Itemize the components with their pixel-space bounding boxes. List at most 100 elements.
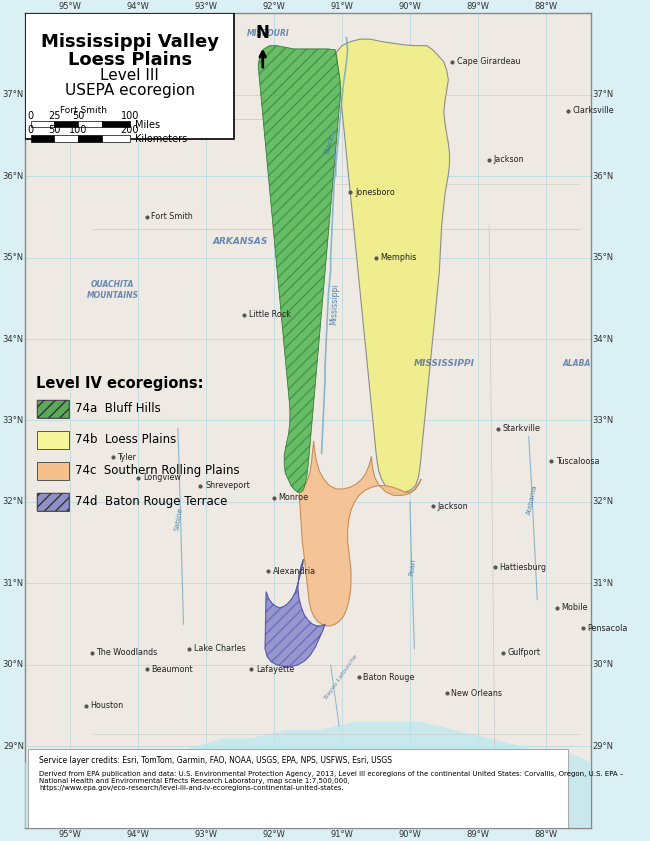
- Polygon shape: [336, 40, 450, 494]
- Text: Gulfport: Gulfport: [508, 648, 541, 657]
- Text: 88°W: 88°W: [534, 3, 557, 12]
- Bar: [31, 120, 55, 127]
- Text: 32°N: 32°N: [592, 498, 613, 506]
- Bar: [38, 462, 69, 480]
- Polygon shape: [299, 441, 421, 626]
- Text: Kilometers: Kilometers: [135, 135, 188, 145]
- Text: Jackson: Jackson: [437, 501, 468, 510]
- Text: 0: 0: [28, 125, 34, 135]
- Text: 74c  Southern Rolling Plains: 74c Southern Rolling Plains: [75, 463, 239, 477]
- Text: 74b  Loess Plains: 74b Loess Plains: [75, 433, 176, 446]
- Text: 31°N: 31°N: [592, 579, 613, 588]
- Text: 50: 50: [72, 111, 84, 120]
- Text: 90°W: 90°W: [398, 829, 421, 838]
- Bar: [102, 135, 130, 142]
- Text: 200: 200: [120, 125, 139, 135]
- Text: Cape Girardeau: Cape Girardeau: [457, 57, 521, 66]
- Text: 25: 25: [48, 111, 60, 120]
- Text: ARKANSAS: ARKANSAS: [213, 236, 268, 246]
- Text: Mississippi: Mississippi: [329, 283, 339, 325]
- Text: Memphis: Memphis: [380, 253, 417, 262]
- Text: 100: 100: [69, 125, 87, 135]
- Text: The Woodlands: The Woodlands: [96, 648, 157, 657]
- Text: USEPA ecoregion: USEPA ecoregion: [65, 83, 195, 98]
- Text: Little Rock: Little Rock: [248, 310, 291, 319]
- Text: 89°W: 89°W: [466, 829, 489, 838]
- Text: OUACHITA
MOUNTAINS: OUACHITA MOUNTAINS: [86, 280, 138, 300]
- Text: 36°N: 36°N: [3, 172, 24, 181]
- Text: 91°W: 91°W: [331, 3, 354, 12]
- Text: 90°W: 90°W: [398, 3, 421, 12]
- Bar: [38, 431, 69, 449]
- Text: 36°N: 36°N: [592, 172, 614, 181]
- Text: 50: 50: [48, 125, 60, 135]
- Text: Alexandria: Alexandria: [273, 567, 316, 576]
- Bar: [78, 135, 102, 142]
- Text: 33°N: 33°N: [3, 416, 24, 425]
- Text: Pearl: Pearl: [409, 558, 417, 576]
- Text: Jackson: Jackson: [493, 156, 525, 164]
- Polygon shape: [25, 722, 591, 828]
- Text: Sabine: Sabine: [174, 507, 184, 532]
- Text: 74d  Baton Rouge Terrace: 74d Baton Rouge Terrace: [75, 495, 228, 508]
- Bar: [31, 135, 55, 142]
- Polygon shape: [258, 45, 341, 492]
- Text: 34°N: 34°N: [3, 335, 24, 343]
- Text: 74a  Bluff Hills: 74a Bluff Hills: [75, 402, 161, 415]
- FancyBboxPatch shape: [25, 13, 235, 140]
- Text: Loess Plains: Loess Plains: [68, 50, 192, 69]
- Text: Houston: Houston: [91, 701, 124, 710]
- Text: Tuscaloosa: Tuscaloosa: [556, 457, 599, 466]
- Text: Baton Rouge: Baton Rouge: [363, 673, 415, 682]
- Text: Service layer credits: Esri, TomTom, Garmin, FAO, NOAA, USGS, EPA, NPS, USFWS, E: Service layer credits: Esri, TomTom, Gar…: [39, 756, 392, 765]
- Bar: [38, 400, 69, 418]
- Text: N: N: [256, 24, 270, 41]
- Text: 0: 0: [28, 111, 34, 120]
- Text: 95°W: 95°W: [59, 829, 82, 838]
- Text: Derived from EPA publication and data: U.S. Environmental Protection Agency, 201: Derived from EPA publication and data: U…: [39, 771, 623, 791]
- Text: Lafayette: Lafayette: [256, 664, 294, 674]
- Bar: [78, 120, 102, 127]
- Text: 34°N: 34°N: [592, 335, 613, 343]
- Text: 29°N: 29°N: [3, 742, 24, 751]
- Text: Level III: Level III: [100, 67, 159, 82]
- Text: 94°W: 94°W: [127, 3, 150, 12]
- Text: 30°N: 30°N: [592, 660, 613, 669]
- Text: Lake Charles: Lake Charles: [194, 644, 246, 653]
- Polygon shape: [265, 559, 325, 667]
- Text: Monroe: Monroe: [279, 494, 309, 502]
- Text: ALABA: ALABA: [563, 359, 591, 368]
- Text: 37°N: 37°N: [3, 90, 24, 99]
- Text: MISSOURI: MISSOURI: [247, 29, 290, 38]
- Bar: [38, 400, 69, 418]
- Text: 100: 100: [120, 111, 139, 120]
- Text: Black: Black: [323, 135, 335, 154]
- Text: Longview: Longview: [143, 473, 181, 482]
- Text: Mobile: Mobile: [562, 603, 588, 612]
- Text: 95°W: 95°W: [59, 3, 82, 12]
- Text: Starkville: Starkville: [502, 424, 540, 433]
- Text: 29°N: 29°N: [592, 742, 613, 751]
- Text: Tyler: Tyler: [117, 452, 136, 462]
- Text: Mississippi Valley: Mississippi Valley: [41, 34, 219, 51]
- Text: Pensacola: Pensacola: [587, 624, 627, 632]
- Text: 94°W: 94°W: [127, 829, 150, 838]
- Text: 92°W: 92°W: [263, 829, 285, 838]
- Text: 35°N: 35°N: [592, 253, 613, 262]
- Bar: [55, 120, 78, 127]
- Text: Level IV ecoregions:: Level IV ecoregions:: [36, 376, 204, 391]
- Text: 31°N: 31°N: [3, 579, 24, 588]
- Text: 88°W: 88°W: [534, 829, 557, 838]
- Text: Miles: Miles: [135, 119, 161, 130]
- Text: 93°W: 93°W: [194, 3, 218, 12]
- Text: Jonesboro: Jonesboro: [355, 188, 395, 197]
- Text: 89°W: 89°W: [466, 3, 489, 12]
- Text: Beaumont: Beaumont: [151, 664, 193, 674]
- Text: 35°N: 35°N: [3, 253, 24, 262]
- Text: 30°N: 30°N: [3, 660, 24, 669]
- FancyBboxPatch shape: [28, 748, 568, 832]
- Bar: [38, 493, 69, 511]
- Text: 33°N: 33°N: [592, 416, 614, 425]
- Text: Clarksville: Clarksville: [573, 106, 614, 115]
- Text: 92°W: 92°W: [263, 3, 285, 12]
